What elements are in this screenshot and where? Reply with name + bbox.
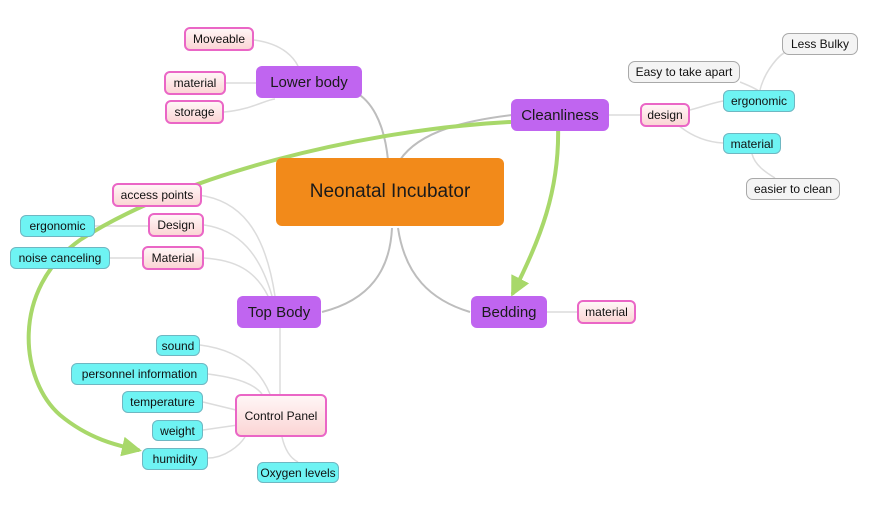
subtopic-access-points[interactable]: access points	[112, 183, 202, 207]
link-access-points	[197, 194, 276, 297]
subtopic-top-design[interactable]: Design	[148, 213, 204, 237]
link-less-bulky	[759, 51, 787, 91]
subtopic-bedding-material[interactable]: material	[577, 300, 636, 324]
subtopic-weight[interactable]: weight	[152, 420, 203, 441]
subtopic-lower-material[interactable]: material	[164, 71, 226, 95]
topic-cleanliness[interactable]: Cleanliness	[511, 99, 609, 131]
link-weight	[202, 424, 239, 431]
subtopic-personnel-information[interactable]: personnel information	[71, 363, 208, 385]
topic-bedding[interactable]: Bedding	[471, 296, 547, 328]
link-central-lower-body	[354, 91, 389, 161]
subtopic-storage[interactable]: storage	[165, 100, 224, 124]
sub-connectors	[95, 39, 787, 463]
link-top-design	[203, 224, 273, 297]
subtopic-cleanliness-design[interactable]: design	[640, 103, 690, 127]
link-sound	[199, 344, 271, 395]
link-humidity	[207, 436, 246, 459]
topic-top-body[interactable]: Top Body	[237, 296, 321, 328]
central-topic-neonatal-incubator[interactable]: Neonatal Incubator	[276, 158, 504, 226]
subtopic-easier-to-clean[interactable]: easier to clean	[746, 178, 840, 200]
subtopic-control-panel[interactable]: Control Panel	[235, 394, 327, 437]
subtopic-humidity[interactable]: humidity	[142, 448, 208, 470]
subtopic-cleanliness-ergonomic[interactable]: ergonomic	[723, 90, 795, 112]
link-easier-clean	[751, 153, 776, 179]
link-moveable	[253, 39, 299, 67]
link-central-bedding	[397, 227, 471, 313]
subtopic-noise-canceling[interactable]: noise canceling	[10, 247, 110, 269]
link-temperature	[202, 401, 237, 411]
arrow-cleanliness-bedding	[511, 123, 561, 297]
link-oxygen	[281, 436, 299, 463]
subtopic-less-bulky[interactable]: Less Bulky	[782, 33, 858, 55]
topic-lower-body[interactable]: Lower body	[256, 66, 362, 98]
subtopic-easy-to-take-apart[interactable]: Easy to take apart	[628, 61, 740, 83]
subtopic-top-material[interactable]: Material	[142, 246, 204, 270]
link-ergonomic	[689, 100, 724, 111]
subtopic-oxygen-levels[interactable]: Oxygen levels	[257, 462, 339, 483]
subtopic-cleanliness-material[interactable]: material	[723, 133, 781, 154]
subtopic-top-ergonomic[interactable]: ergonomic	[20, 215, 95, 237]
subtopic-sound[interactable]: sound	[156, 335, 200, 356]
link-central-top-body	[321, 227, 393, 313]
link-top-material	[203, 257, 269, 297]
link-cleanliness-material	[677, 124, 724, 144]
link-personnel	[207, 373, 263, 395]
subtopic-moveable[interactable]: Moveable	[184, 27, 254, 51]
subtopic-temperature[interactable]: temperature	[122, 391, 203, 413]
link-storage	[223, 98, 276, 113]
